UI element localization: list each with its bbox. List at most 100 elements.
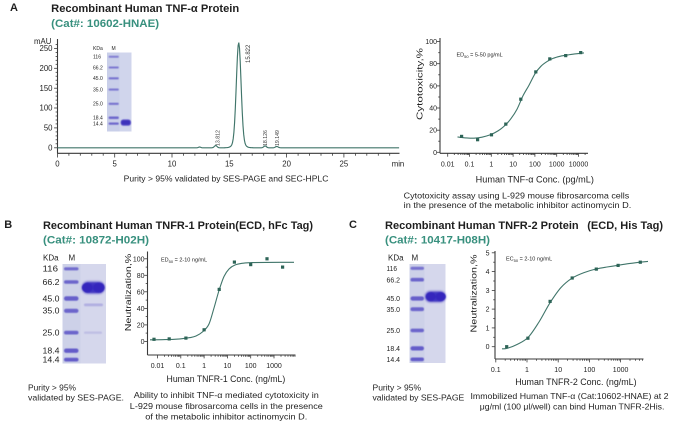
svg-text:10: 10 xyxy=(554,367,562,374)
svg-text:66.2: 66.2 xyxy=(387,275,401,284)
svg-text:100: 100 xyxy=(245,363,257,370)
svg-text:(Cat#: 10602-HNAE): (Cat#: 10602-HNAE) xyxy=(51,18,159,30)
svg-text:18.4: 18.4 xyxy=(43,347,61,356)
svg-text:14.4: 14.4 xyxy=(43,355,61,364)
svg-text:45.0: 45.0 xyxy=(43,294,61,303)
svg-text:80: 80 xyxy=(429,61,437,68)
svg-text:60: 60 xyxy=(137,289,145,296)
svg-text:13.812: 13.812 xyxy=(215,130,221,146)
svg-text:116: 116 xyxy=(387,264,398,273)
svg-text:Purity > 95% validated by SES-: Purity > 95% validated by SES-PAGE and S… xyxy=(124,174,329,184)
svg-text:mAU: mAU xyxy=(34,37,52,46)
svg-text:10000: 10000 xyxy=(569,161,589,168)
svg-text:18.4: 18.4 xyxy=(93,116,103,122)
svg-text:100: 100 xyxy=(529,161,541,168)
svg-text:of the metabolic inhibitor act: of the metabolic inhibitor actinomycin D… xyxy=(145,411,307,421)
svg-text:Human TNFR-2 Conc. (ng/mL): Human TNFR-2 Conc. (ng/mL) xyxy=(515,377,636,387)
svg-text:validated by SES-PAGE.: validated by SES-PAGE. xyxy=(28,392,124,402)
svg-text:10: 10 xyxy=(224,363,232,370)
svg-text:M: M xyxy=(412,254,419,263)
svg-text:14.4: 14.4 xyxy=(93,122,103,128)
svg-text:Purity > 95%: Purity > 95% xyxy=(373,382,422,392)
svg-text:Purity > 95%: Purity > 95% xyxy=(28,382,77,392)
svg-text:150: 150 xyxy=(39,84,53,93)
svg-text:0.1: 0.1 xyxy=(176,363,186,370)
svg-text:Recombinant Human TNF-α Protei: Recombinant Human TNF-α Protein xyxy=(51,3,239,15)
svg-text:KDa: KDa xyxy=(43,254,59,263)
svg-text:1000: 1000 xyxy=(266,363,282,370)
svg-text:35.0: 35.0 xyxy=(93,87,103,93)
svg-text:1: 1 xyxy=(489,161,493,168)
svg-text:18.4: 18.4 xyxy=(387,344,401,353)
svg-text:Neutralization,%: Neutralization,% xyxy=(468,254,478,333)
svg-text:20: 20 xyxy=(137,322,145,329)
svg-text:0: 0 xyxy=(141,339,145,346)
svg-text:80: 80 xyxy=(137,273,145,280)
svg-text:20: 20 xyxy=(282,160,291,169)
svg-text:ED50 = 2-10 ng/mL: ED50 = 2-10 ng/mL xyxy=(161,258,207,264)
svg-text:2: 2 xyxy=(486,307,490,314)
svg-text:45.0: 45.0 xyxy=(387,294,401,303)
svg-text:19.149: 19.149 xyxy=(275,130,281,146)
svg-text:66.2: 66.2 xyxy=(93,65,103,71)
svg-text:Cytotoxicity,%: Cytotoxicity,% xyxy=(415,47,425,120)
svg-text:60: 60 xyxy=(429,83,437,90)
svg-text:μg/ml (100 μl/well) can bind H: μg/ml (100 μl/well) can bind Human TNFR-… xyxy=(480,402,665,412)
svg-text:M: M xyxy=(69,254,76,263)
svg-text:(Cat#: 10417-H08H): (Cat#: 10417-H08H) xyxy=(385,235,490,247)
svg-text:66.2: 66.2 xyxy=(43,278,61,287)
svg-text:KDa: KDa xyxy=(388,254,404,263)
svg-text:116: 116 xyxy=(93,55,101,61)
svg-text:0: 0 xyxy=(55,160,60,169)
svg-text:A: A xyxy=(10,2,18,14)
svg-text:Recombinant Human TNFR-2 Prote: Recombinant Human TNFR-2 Protein (ECD, H… xyxy=(385,220,663,232)
svg-text:ED50 = 5-50 pg/mL: ED50 = 5-50 pg/mL xyxy=(457,53,503,59)
svg-text:0: 0 xyxy=(433,150,437,157)
svg-text:25.0: 25.0 xyxy=(93,102,103,108)
svg-text:45.0: 45.0 xyxy=(93,76,103,82)
svg-text:20: 20 xyxy=(429,128,437,135)
svg-text:15.822: 15.822 xyxy=(246,44,252,63)
svg-text:min: min xyxy=(392,160,405,169)
svg-text:10: 10 xyxy=(168,160,177,169)
svg-text:validated by SES-PAGE: validated by SES-PAGE xyxy=(373,392,465,402)
svg-text:Recombinant Human TNFR-1 Prote: Recombinant Human TNFR-1 Protein(ECD, hF… xyxy=(43,220,313,232)
svg-text:1: 1 xyxy=(202,363,206,370)
svg-text:100: 100 xyxy=(39,104,53,113)
svg-text:(Cat#: 10872-H02H): (Cat#: 10872-H02H) xyxy=(43,235,149,247)
svg-text:50: 50 xyxy=(44,124,53,133)
svg-text:B: B xyxy=(4,219,12,231)
svg-text:35.0: 35.0 xyxy=(387,305,401,314)
svg-text:0.01: 0.01 xyxy=(151,363,165,370)
svg-text:0: 0 xyxy=(48,144,53,153)
svg-text:40: 40 xyxy=(429,106,437,113)
svg-text:in the presence of the metabol: in the presence of the metabolic inhibit… xyxy=(404,200,632,210)
svg-text:0.1: 0.1 xyxy=(465,161,475,168)
svg-text:18.126: 18.126 xyxy=(263,130,269,146)
svg-text:M: M xyxy=(112,46,116,52)
svg-text:1: 1 xyxy=(525,367,529,374)
svg-text:Immobilized Human TNF-α (Cat:1: Immobilized Human TNF-α (Cat:10602-HNAE)… xyxy=(471,391,669,401)
svg-text:25.0: 25.0 xyxy=(387,326,401,335)
svg-text:35.0: 35.0 xyxy=(43,307,61,316)
svg-text:0.01: 0.01 xyxy=(441,161,455,168)
svg-text:15: 15 xyxy=(225,160,234,169)
svg-text:100: 100 xyxy=(133,256,145,263)
svg-text:4: 4 xyxy=(486,269,490,276)
svg-text:100: 100 xyxy=(425,39,437,46)
svg-text:1: 1 xyxy=(486,325,490,332)
svg-text:100: 100 xyxy=(584,367,596,374)
svg-text:1000: 1000 xyxy=(613,367,629,374)
svg-text:L-929 mouse fibrosarcoma cells: L-929 mouse fibrosarcoma cells in the pr… xyxy=(130,401,323,411)
svg-text:Cytotoxicity assay using L-929: Cytotoxicity assay using L-929 mouse fib… xyxy=(404,190,630,200)
svg-text:KDa: KDa xyxy=(93,46,103,52)
svg-text:25: 25 xyxy=(340,160,349,169)
svg-text:C: C xyxy=(349,219,357,231)
svg-text:10: 10 xyxy=(509,161,517,168)
svg-text:3: 3 xyxy=(486,288,490,295)
svg-text:EC50 = 2-10 ng/mL: EC50 = 2-10 ng/mL xyxy=(506,257,552,263)
svg-text:116: 116 xyxy=(43,265,59,274)
svg-text:Human TNF-α Conc. (pg/mL): Human TNF-α Conc. (pg/mL) xyxy=(476,174,594,184)
svg-text:5: 5 xyxy=(113,160,118,169)
svg-text:40: 40 xyxy=(137,306,145,313)
